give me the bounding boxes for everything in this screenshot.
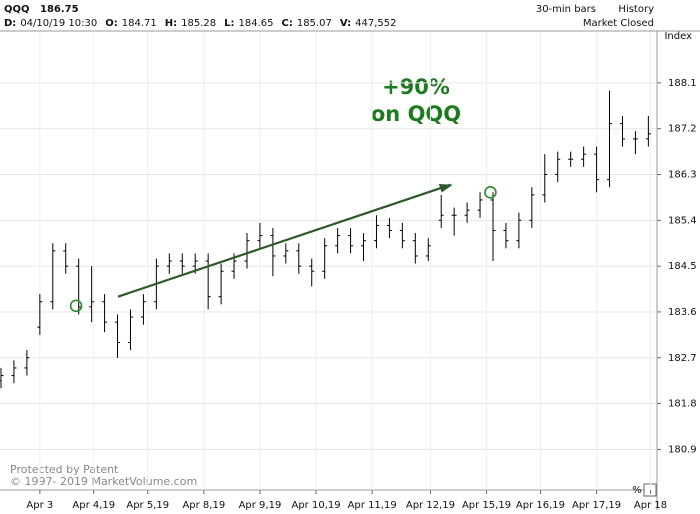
stat-label: H: <box>165 18 177 29</box>
y-axis-label: Index <box>664 31 692 42</box>
annotation: +90% <box>382 75 450 99</box>
y-tick-label: 181.8 <box>668 399 697 410</box>
marker <box>69 299 83 313</box>
stat-label: C: <box>281 18 292 29</box>
x-tick-label: Apr 8,19 <box>182 500 225 510</box>
symbol: QQQ <box>4 4 30 15</box>
stat-value: 184.65 <box>238 18 273 29</box>
x-tick-label: Apr 5,19 <box>126 500 169 510</box>
percent-button[interactable] <box>643 483 657 497</box>
arrow-head <box>438 183 453 193</box>
y-tick-label: 187.2 <box>668 124 697 135</box>
x-tick-label: Apr 12,19 <box>406 500 455 510</box>
stat-value: 04/10/19 10:30 <box>20 18 97 29</box>
stat-value: 184.71 <box>122 18 157 29</box>
y-tick-label: 182.7 <box>668 353 697 364</box>
bar-setting[interactable]: 30-min bars <box>536 4 596 15</box>
x-tick-label: Apr 18 <box>634 500 667 510</box>
watermark: Protected by Patent <box>10 463 119 476</box>
y-tick-label: 185.4 <box>668 215 697 226</box>
y-tick-label: 183.6 <box>668 307 697 318</box>
y-tick-label: 180.9 <box>668 444 697 455</box>
y-tick-label: 184.5 <box>668 261 697 272</box>
status: Market Closed <box>583 18 654 29</box>
percent-label[interactable]: % <box>632 485 642 496</box>
stat-label: L: <box>224 18 234 29</box>
marker <box>484 186 497 199</box>
annotation: on QQQ <box>371 102 461 126</box>
y-tick-label: 186.3 <box>668 170 697 181</box>
watermark: © 1997- 2019 MarketVolume.com <box>10 475 197 488</box>
stat-label: V: <box>340 18 351 29</box>
x-tick-label: Apr 9,19 <box>239 500 282 510</box>
stat-label: D: <box>4 18 16 29</box>
history[interactable]: History <box>618 4 654 15</box>
stat-value: 447,552 <box>355 18 396 29</box>
stat-value: 185.07 <box>297 18 332 29</box>
x-tick-label: Apr 17,19 <box>572 500 621 510</box>
x-tick-label: Apr 16,19 <box>516 500 565 510</box>
x-tick-label: Apr 10,19 <box>291 500 340 510</box>
x-tick-label: Apr 11,19 <box>348 500 397 510</box>
y-tick-label: 188.1 <box>668 78 697 89</box>
x-tick-label: Apr 4,19 <box>72 500 115 510</box>
stat-value: 185.28 <box>181 18 216 29</box>
x-tick-label: Apr 15,19 <box>462 500 511 510</box>
x-tick-label: Apr 3 <box>26 500 53 510</box>
trend-arrow <box>117 183 452 298</box>
last-price: 186.75 <box>40 4 79 15</box>
stat-label: O: <box>105 18 118 29</box>
